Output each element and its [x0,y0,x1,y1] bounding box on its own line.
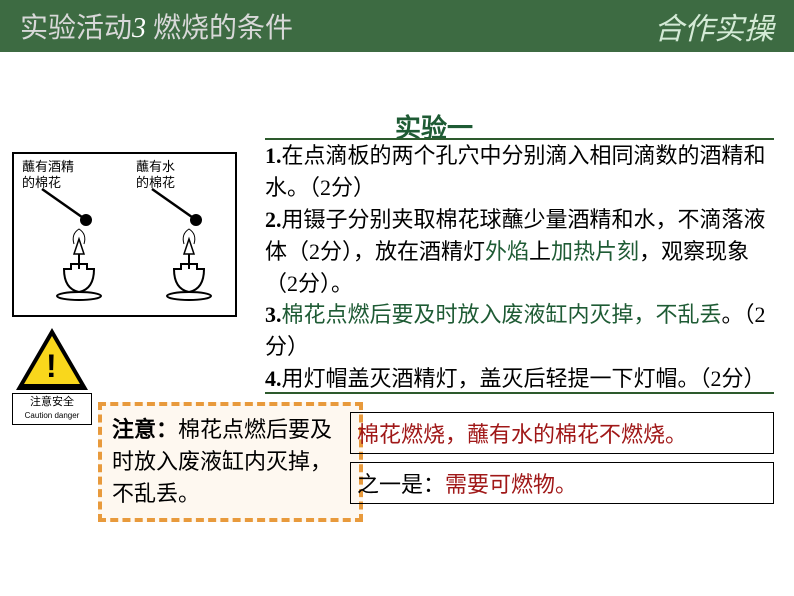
title-number: 3 [132,13,146,44]
title-prefix: 实验活动 [20,13,132,44]
divider-bottom [265,392,774,394]
result-box-1: 棉花燃烧，蘸有水的棉花不燃烧。 [350,412,774,454]
diagram-label-right: 蘸有水 的棉花 [136,159,175,190]
result-box-2: 之一是：需要可燃物。 [350,462,774,504]
experiment-diagram: 蘸有酒精 的棉花 蘸有水 的棉花 [12,152,237,317]
step-1: 1.在点滴板的两个孔穴中分别滴入相同滴数的酒精和水。（2分） [265,140,774,204]
slide-header: 实验活动3 燃烧的条件 合作实操 [0,0,794,52]
notice-box: 注意：棉花点燃后要及时放入废液缸内灭掉，不乱丢。 [98,402,363,522]
header-title: 实验活动3 燃烧的条件 [20,6,293,46]
step-4: 4.用灯帽盖灭酒精灯，盖灭后轻提一下灯帽。（2分） [265,363,774,395]
warning-icon: ! [16,328,88,390]
warning-label: 注意安全 Caution danger [12,393,92,425]
header-right: 合作实操 [654,4,774,48]
step-3: 3.棉花点燃后要及时放入废液缸内灭掉，不乱丢。（2分） [265,299,774,363]
step-2: 2.用镊子分别夹取棉花球蘸少量酒精和水，不滴落液体（2分），放在酒精灯外焰上加热… [265,204,774,300]
notice-label: 注意： [112,417,178,442]
diagram-label-left: 蘸有酒精 的棉花 [22,159,74,190]
experiment-steps: 1.在点滴板的两个孔穴中分别滴入相同滴数的酒精和水。（2分） 2.用镊子分别夹取… [265,140,774,395]
title-suffix: 燃烧的条件 [146,13,293,44]
